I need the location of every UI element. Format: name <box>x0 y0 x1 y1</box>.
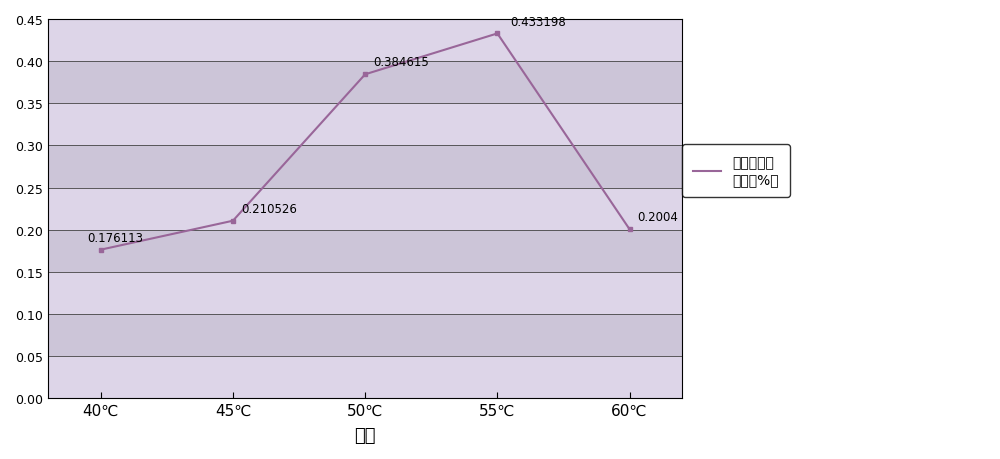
Text: 0.210526: 0.210526 <box>241 202 297 215</box>
Text: 0.176113: 0.176113 <box>88 231 144 244</box>
X-axis label: 温度: 温度 <box>354 426 376 444</box>
Legend: 肿瘾细胞抑
制率（%）: 肿瘾细胞抑 制率（%） <box>682 145 790 197</box>
Bar <box>48 314 682 356</box>
Bar <box>48 188 682 230</box>
Bar <box>48 62 682 104</box>
Bar <box>48 272 682 314</box>
Bar <box>48 356 682 398</box>
Text: 0.2004: 0.2004 <box>637 211 678 224</box>
Bar <box>48 230 682 272</box>
Bar <box>48 104 682 146</box>
Text: 0.433198: 0.433198 <box>511 16 566 28</box>
Bar <box>48 146 682 188</box>
Bar <box>48 20 682 62</box>
Text: 0.384615: 0.384615 <box>373 56 429 69</box>
